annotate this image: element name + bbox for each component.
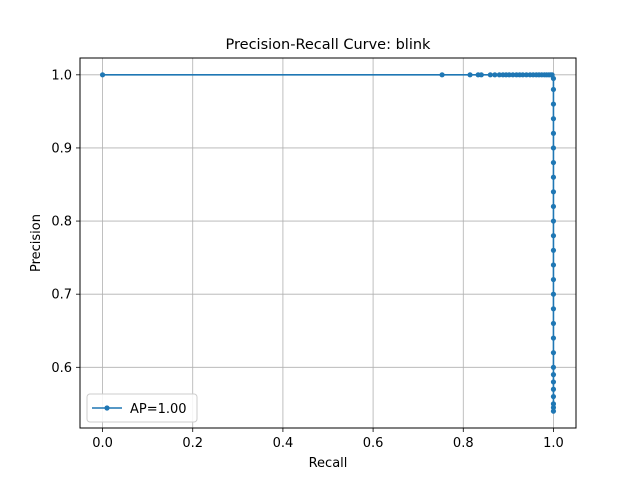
data-point	[550, 159, 557, 166]
data-point	[550, 320, 557, 327]
data-point	[506, 72, 512, 78]
data-point	[550, 404, 557, 411]
y-tick-label: 0.8	[51, 215, 72, 230]
data-point	[550, 379, 557, 385]
y-tick-label: 0.6	[51, 361, 72, 376]
data-point	[550, 262, 557, 268]
data-point	[550, 291, 557, 297]
data-point	[523, 72, 530, 78]
data-point	[550, 276, 557, 283]
data-point	[550, 401, 557, 407]
data-point	[478, 72, 484, 78]
data-point	[520, 72, 526, 78]
plot-area-frame	[79, 57, 577, 429]
data-point	[492, 72, 498, 78]
x-tick-label: 0.2	[182, 436, 203, 451]
x-tick-label: 0.0	[92, 436, 113, 451]
data-point	[439, 72, 445, 78]
x-tick-label: 0.6	[363, 436, 384, 451]
data-point	[550, 393, 557, 400]
data-point	[550, 75, 557, 82]
legend-box	[86, 393, 198, 423]
data-point	[550, 189, 557, 195]
x-axis-ticks: 0.0 0.2 0.4 0.6 0.8 1.0	[92, 428, 564, 451]
chart-title: Precision-Recall Curve: blink	[226, 37, 432, 53]
data-point	[550, 101, 557, 107]
y-tick-label: 0.7	[51, 288, 72, 303]
legend-marker-swatch	[104, 405, 110, 411]
y-axis-ticks: 0.6 0.7 0.8 0.9 1.0	[51, 68, 80, 376]
data-point	[550, 350, 557, 356]
data-point	[550, 335, 557, 341]
data-point	[550, 364, 557, 370]
y-axis-label: Precision	[29, 214, 44, 272]
x-tick-label: 1.0	[543, 436, 564, 451]
legend: AP=1.00	[86, 393, 198, 423]
y-tick-label: 0.9	[51, 141, 72, 156]
data-point	[550, 247, 557, 253]
data-point	[550, 86, 557, 93]
data-point	[550, 306, 557, 312]
data-point	[496, 72, 502, 78]
data-point	[487, 72, 493, 78]
series-curve	[99, 72, 557, 414]
data-point	[550, 145, 557, 151]
data-point	[99, 72, 106, 78]
data-point	[550, 372, 557, 378]
x-axis-label: Recall	[309, 456, 348, 471]
data-point	[550, 203, 557, 210]
legend-label: AP=1.00	[130, 402, 187, 417]
data-point	[510, 72, 516, 78]
data-point	[550, 386, 557, 392]
y-tick-label: 1.0	[51, 68, 72, 83]
data-point	[550, 174, 557, 180]
data-point	[467, 72, 473, 78]
x-tick-label: 0.8	[453, 436, 474, 451]
x-tick-label: 0.4	[273, 436, 294, 451]
data-point	[550, 408, 557, 414]
data-point	[550, 116, 557, 122]
data-point	[550, 130, 557, 136]
data-point	[550, 233, 557, 239]
data-point	[550, 218, 557, 224]
